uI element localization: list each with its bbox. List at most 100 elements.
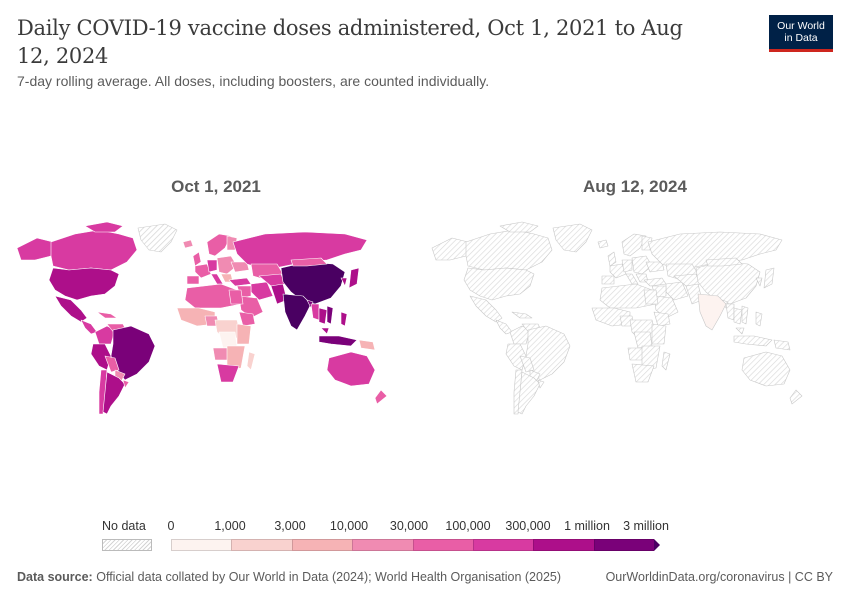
germany-region[interactable] (206, 259, 218, 273)
east-africa-region[interactable] (236, 323, 252, 345)
north-africa-region[interactable] (184, 283, 242, 309)
italy-region[interactable] (625, 273, 639, 285)
egypt-region[interactable] (643, 289, 659, 305)
russia-region[interactable] (647, 231, 783, 271)
drc-region[interactable] (218, 331, 238, 349)
uk-region[interactable] (192, 251, 202, 267)
alaska-region[interactable] (431, 237, 469, 261)
canada-region[interactable] (50, 229, 138, 271)
bolivia-region[interactable] (104, 355, 120, 373)
japan-region[interactable] (763, 267, 775, 289)
philippines-region[interactable] (755, 311, 763, 327)
canada-islands[interactable] (499, 221, 539, 233)
uruguay-region[interactable] (122, 379, 130, 389)
legend-bin[interactable] (352, 539, 413, 551)
italy-region[interactable] (210, 273, 224, 285)
vietnam-region[interactable] (741, 305, 749, 325)
spain-region[interactable] (601, 275, 615, 285)
central-america-region[interactable] (495, 319, 513, 335)
saudi-arabia-region[interactable] (238, 295, 264, 319)
usa-region[interactable] (48, 267, 120, 301)
india-region[interactable] (282, 293, 312, 331)
legend-bin[interactable] (231, 539, 292, 551)
philippines-region[interactable] (340, 311, 348, 327)
spain-region[interactable] (186, 275, 200, 285)
south-africa-region[interactable] (631, 363, 655, 383)
germany-region[interactable] (621, 259, 633, 273)
uruguay-region[interactable] (537, 379, 545, 389)
legend-bin[interactable] (472, 539, 534, 551)
papua-region[interactable] (773, 339, 791, 351)
australia-region[interactable] (741, 351, 791, 387)
mongolia-region[interactable] (290, 257, 328, 267)
myanmar-region[interactable] (310, 303, 320, 321)
papua-region[interactable] (358, 339, 376, 351)
argentina-region[interactable] (102, 371, 126, 415)
ukraine-region[interactable] (645, 261, 665, 273)
new-zealand-region[interactable] (789, 389, 803, 405)
north-africa-region[interactable] (599, 283, 657, 309)
scandinavia-region[interactable] (206, 233, 232, 257)
south-africa-region[interactable] (216, 363, 240, 383)
southern-africa-region[interactable] (641, 345, 661, 371)
uk-region[interactable] (607, 251, 617, 267)
caribbean-region[interactable] (96, 311, 118, 319)
brazil-region[interactable] (110, 325, 156, 381)
chile-region[interactable] (98, 369, 108, 415)
madagascar-region[interactable] (661, 351, 671, 371)
australia-region[interactable] (326, 351, 376, 387)
greenland-region[interactable] (137, 223, 178, 253)
alaska-region[interactable] (16, 237, 54, 261)
iceland-region[interactable] (182, 239, 194, 249)
canada-islands[interactable] (84, 221, 124, 233)
madagascar-region[interactable] (246, 351, 256, 371)
scandinavia-region[interactable] (621, 233, 647, 257)
caribbean-region[interactable] (511, 311, 533, 319)
thailand-region[interactable] (318, 307, 328, 325)
southern-africa-region[interactable] (226, 345, 246, 371)
indonesia-region[interactable] (318, 335, 358, 347)
ukraine-region[interactable] (230, 261, 250, 273)
legend-bin[interactable] (412, 539, 473, 551)
owid-logo[interactable]: Our World in Data (769, 15, 833, 52)
drc-region[interactable] (633, 331, 653, 349)
new-zealand-region[interactable] (374, 389, 388, 405)
iceland-region[interactable] (597, 239, 609, 249)
east-africa-region[interactable] (651, 323, 667, 345)
vietnam-region[interactable] (326, 305, 334, 325)
thailand-region[interactable] (733, 307, 743, 325)
chile-region[interactable] (513, 369, 523, 415)
world-map-aug-2024[interactable] (430, 220, 830, 420)
japan-region[interactable] (348, 267, 360, 289)
saudi-arabia-region[interactable] (653, 295, 679, 319)
russia-region[interactable] (232, 231, 368, 271)
legend-bin[interactable] (171, 539, 232, 551)
canada-region[interactable] (465, 229, 553, 271)
malaysia-region[interactable] (320, 327, 330, 335)
korea-region[interactable] (755, 277, 763, 287)
mexico-region[interactable] (469, 295, 503, 323)
indonesia-region[interactable] (733, 335, 773, 347)
ethiopia-region[interactable] (653, 311, 671, 327)
malaysia-region[interactable] (735, 327, 745, 335)
world-map-oct-2021[interactable] (15, 220, 415, 420)
brazil-region[interactable] (525, 325, 571, 381)
myanmar-region[interactable] (725, 303, 735, 321)
egypt-region[interactable] (228, 289, 244, 305)
bolivia-region[interactable] (519, 355, 535, 373)
eastern-europe-region[interactable] (216, 255, 238, 275)
angola-region[interactable] (627, 347, 645, 361)
owid-coronavirus-link[interactable]: OurWorldinData.org/coronavirus (605, 570, 785, 584)
central-america-region[interactable] (80, 319, 98, 335)
india-region[interactable] (697, 293, 727, 331)
angola-region[interactable] (212, 347, 230, 361)
ethiopia-region[interactable] (238, 311, 256, 327)
argentina-region[interactable] (517, 371, 541, 415)
legend-bin[interactable] (593, 539, 655, 551)
mexico-region[interactable] (54, 295, 88, 323)
legend-bin[interactable] (533, 539, 594, 551)
france-region[interactable] (609, 263, 627, 279)
korea-region[interactable] (340, 277, 348, 287)
legend-bin[interactable] (291, 539, 353, 551)
mongolia-region[interactable] (705, 257, 743, 267)
